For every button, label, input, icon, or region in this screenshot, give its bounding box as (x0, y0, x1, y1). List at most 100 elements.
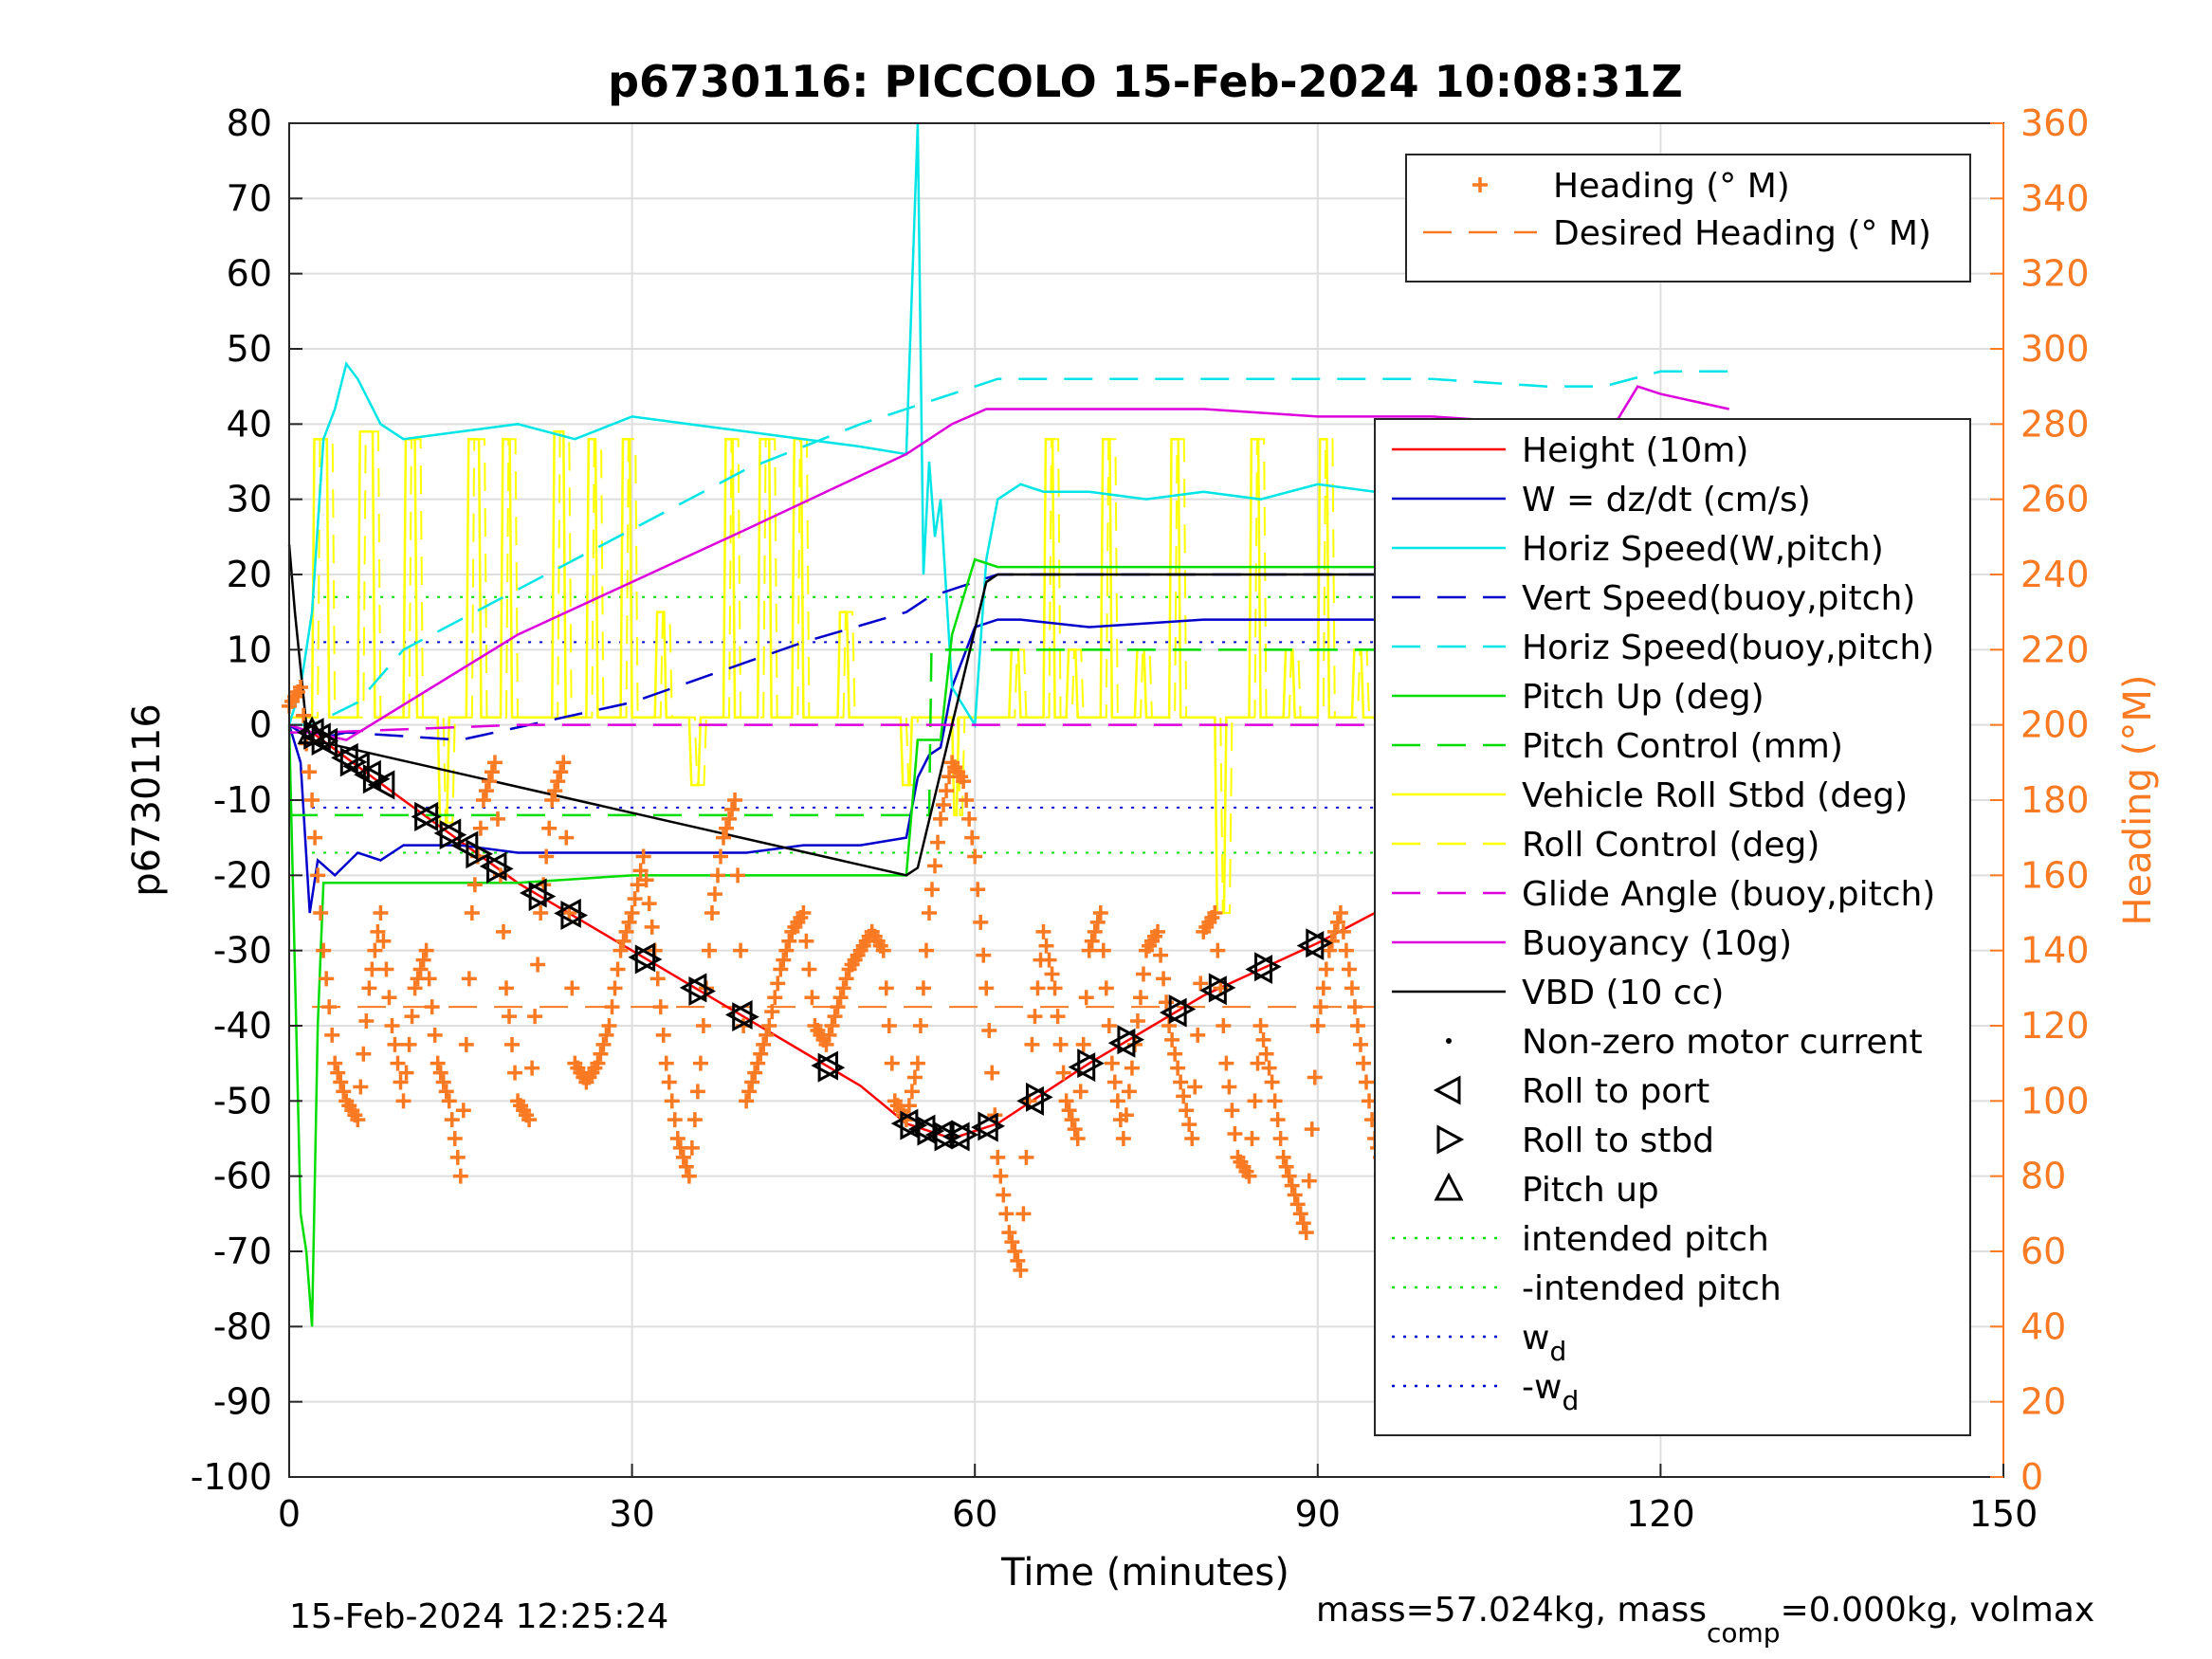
roll-stbd-marker (934, 1121, 962, 1152)
heading-point (641, 896, 657, 912)
heading-point (418, 942, 434, 958)
heading-point (393, 1074, 409, 1090)
heading-point (475, 793, 491, 808)
heading-point (681, 1168, 697, 1184)
heading-point (644, 919, 660, 935)
heading-point (432, 1065, 448, 1081)
heading-point (827, 1009, 843, 1025)
legend-label-text: Roll to stbd (1522, 1121, 1714, 1160)
legend-label-text: -w (1522, 1368, 1562, 1407)
heading-point (1010, 1252, 1026, 1268)
heading-point (1064, 1112, 1080, 1128)
heading-point (395, 1093, 411, 1109)
heading-point (310, 867, 326, 884)
heading-point (804, 990, 820, 1006)
heading-point (1270, 1112, 1286, 1128)
heading-point (1356, 1055, 1372, 1071)
heading-point (764, 1004, 780, 1020)
heading-point (1255, 1031, 1271, 1048)
legend-label-text: Heading (° M) (1553, 167, 1790, 206)
heading-point (1035, 923, 1051, 939)
roll-stbd-marker (917, 1116, 945, 1146)
heading-point (499, 980, 515, 996)
legend-label: -intended pitch (1522, 1269, 1782, 1308)
y-tick-label: 70 (227, 177, 272, 219)
heading-point (621, 914, 637, 930)
heading-point (1216, 1018, 1232, 1033)
roll-stbd-marker (439, 820, 467, 850)
heading-point (1304, 1121, 1320, 1138)
heading-point (630, 877, 646, 893)
heading-point (1193, 975, 1209, 992)
heading-point (959, 793, 975, 808)
roll-port-marker (890, 1108, 919, 1139)
heading-point (1115, 1131, 1131, 1146)
heading-point (1109, 1093, 1125, 1109)
legend-label-text: Pitch Up (deg) (1522, 678, 1764, 717)
heading-point (464, 905, 480, 921)
heading-point (544, 793, 560, 808)
y2-tick-label: 160 (2020, 854, 2090, 896)
heading-point (398, 1065, 414, 1081)
y-tick-label: 50 (227, 328, 272, 370)
series-horiz-speed-buoy-pitch- (289, 370, 1729, 726)
legend-label: wd (1522, 1319, 1566, 1367)
heading-point (1244, 1131, 1260, 1146)
heading-point (624, 905, 640, 921)
heading-point (770, 975, 786, 992)
heading-point (1301, 1173, 1317, 1189)
heading-point (547, 783, 563, 799)
y-tick-label: 80 (227, 102, 272, 144)
legend-swatch (1436, 1124, 1465, 1155)
heading-point (733, 942, 749, 958)
heading-point (1284, 1177, 1300, 1194)
heading-point (627, 891, 643, 907)
legend-label-text: Pitch Control (mm) (1522, 727, 1843, 766)
heading-point (1092, 905, 1108, 921)
y-tick-label: -50 (213, 1080, 272, 1121)
heading-point (713, 848, 729, 865)
x-axis-label: Time (minutes) (1000, 1551, 1289, 1595)
heading-point (1359, 1074, 1375, 1090)
heading-point (1069, 1131, 1086, 1146)
heading-point (1321, 942, 1337, 958)
y2-tick-label: 280 (2020, 403, 2090, 445)
heading-point (324, 1027, 340, 1043)
heading-point (564, 980, 580, 996)
series-pitch-control-mm- (289, 648, 1729, 817)
legend-label: -wd (1522, 1368, 1579, 1416)
legend-label-text: Roll Control (deg) (1522, 826, 1819, 865)
heading-point (484, 764, 500, 780)
heading-point (973, 914, 989, 930)
heading-point (1041, 952, 1057, 968)
heading-point (1210, 942, 1226, 958)
series-vert-speed-buoy-pitch- (288, 565, 1729, 741)
heading-point (1227, 1126, 1243, 1142)
heading-point (524, 1060, 540, 1076)
legend-label: Height (10m) (1522, 431, 1748, 470)
heading-point (1292, 1206, 1308, 1222)
heading-point (1344, 980, 1360, 996)
y2-tick-label: 320 (2020, 253, 2090, 295)
heading-point (961, 811, 978, 827)
roll-stbd-marker (1077, 1048, 1105, 1079)
heading-point (1349, 1018, 1365, 1033)
heading-point (1341, 961, 1357, 977)
heading-point (678, 1158, 694, 1175)
heading-point (427, 1027, 443, 1043)
legend-label-text: Horiz Speed(W,pitch) (1522, 530, 1884, 569)
heading-point (593, 1046, 609, 1062)
heading-point (539, 848, 555, 865)
heading-point (661, 1074, 677, 1090)
legend-label-text: Buoyancy (10g) (1522, 924, 1792, 963)
heading-point (1335, 923, 1351, 939)
legend-label: Roll to stbd (1522, 1121, 1714, 1160)
heading-point (441, 1093, 457, 1109)
heading-point (912, 1018, 928, 1033)
heading-point (435, 1074, 451, 1090)
heading-point (1038, 938, 1054, 954)
heading-point (401, 1036, 417, 1052)
y2-tick-label: 220 (2020, 629, 2090, 670)
heading-point (316, 942, 332, 958)
heading-point (1001, 1225, 1017, 1241)
